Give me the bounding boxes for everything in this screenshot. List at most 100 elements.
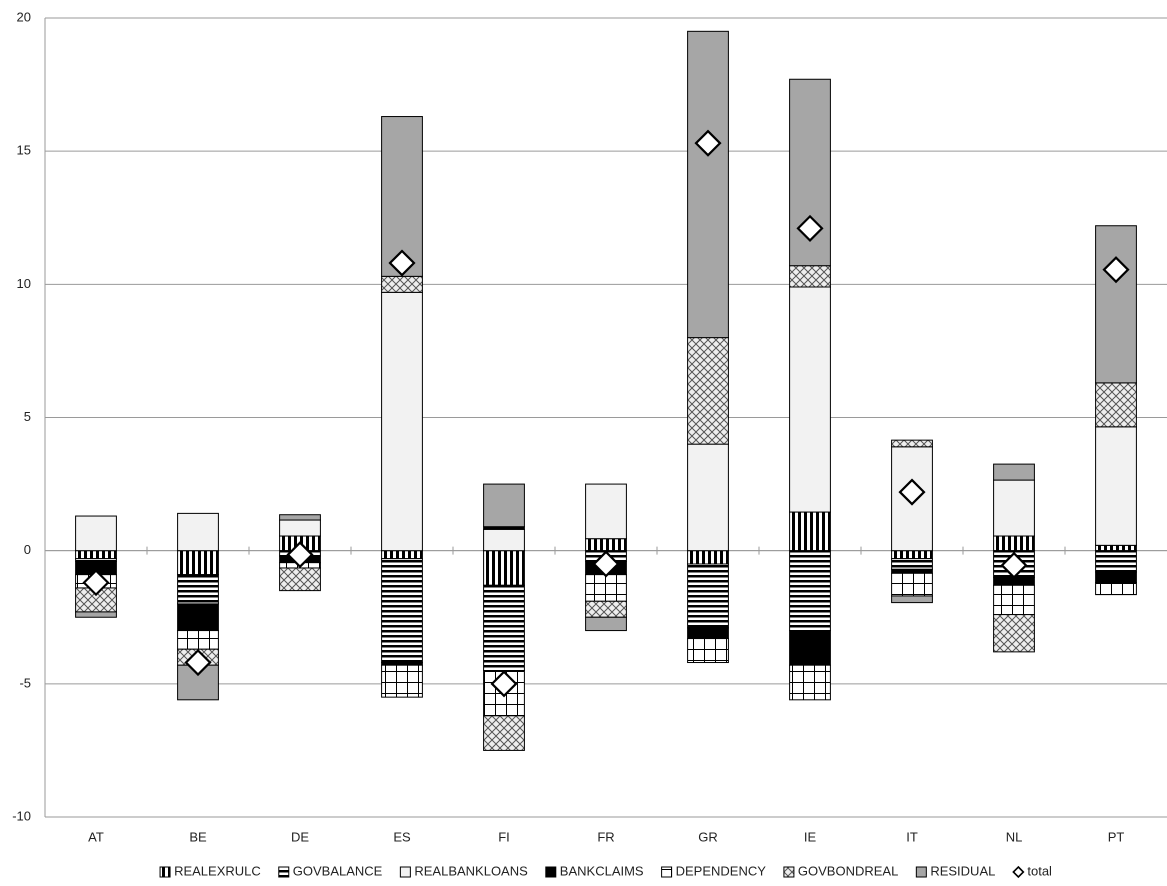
legend-label: REALEXRULC	[174, 863, 261, 878]
bar-segment	[1095, 225, 1137, 384]
bar-segment	[993, 479, 1035, 537]
total-marker	[592, 550, 620, 578]
legend-swatch	[278, 866, 290, 878]
x-tick-label: IT	[906, 829, 918, 844]
bar-segment	[687, 337, 729, 445]
x-tick-label: GR	[698, 829, 718, 844]
legend-swatch	[661, 866, 673, 878]
x-tick-label: ES	[393, 829, 411, 844]
total-marker	[898, 478, 926, 506]
bar-segment	[381, 664, 423, 698]
legend-label: GOVBONDREAL	[798, 863, 898, 878]
legend-swatch	[399, 866, 411, 878]
bar-segment	[687, 638, 729, 664]
x-tick-label: PT	[1108, 829, 1125, 844]
total-marker	[184, 648, 212, 677]
x-tick-label: BE	[189, 829, 207, 844]
y-tick-label: -10	[12, 808, 31, 823]
bar-segment	[381, 291, 423, 552]
bar-segment	[279, 519, 321, 537]
bar-segment	[483, 528, 525, 552]
bar-segment	[177, 550, 219, 576]
bar-segment	[687, 627, 729, 640]
legend-label: DEPENDENCY	[676, 863, 767, 878]
total-marker	[82, 569, 110, 597]
bar-segment	[789, 286, 831, 513]
x-tick-label: IE	[804, 829, 817, 844]
x-tick-label: FI	[498, 829, 510, 844]
y-tick-label: 10	[17, 276, 31, 291]
bar-segment	[177, 603, 219, 632]
bar-segment	[1095, 544, 1137, 552]
bar-segment	[789, 550, 831, 632]
total-marker	[796, 214, 824, 242]
legend-swatch	[159, 866, 171, 878]
y-tick-label: -5	[19, 675, 31, 690]
bar-segment	[1095, 382, 1137, 428]
total-marker	[1102, 256, 1130, 284]
bar-segment	[279, 567, 321, 592]
bar-segment	[483, 550, 525, 586]
bar-segment	[177, 512, 219, 552]
bar-segment	[993, 463, 1035, 481]
bar-segment	[75, 550, 117, 560]
bar-segment	[891, 439, 933, 448]
bar-segment	[993, 614, 1035, 653]
x-tick-label: AT	[88, 829, 104, 844]
x-tick-label: NL	[1006, 829, 1023, 844]
bar-segment	[789, 630, 831, 666]
bar-segment	[177, 574, 219, 605]
bar-segment	[993, 535, 1035, 552]
bar-segment	[993, 584, 1035, 616]
bar-segment	[891, 568, 933, 574]
y-tick-label: 5	[24, 409, 31, 424]
bar-segment	[279, 514, 321, 521]
legend-label: BANKCLAIMS	[560, 863, 644, 878]
bar-segment	[381, 550, 423, 560]
total-marker	[388, 249, 416, 277]
bar-segment	[177, 630, 219, 650]
legend-label: REALBANKLOANS	[414, 863, 528, 878]
bar-segment	[789, 265, 831, 288]
bar-segment	[585, 483, 627, 540]
bar-segment	[1095, 582, 1137, 596]
legend-label: GOVBALANCE	[293, 863, 383, 878]
legend-swatch	[1012, 865, 1025, 879]
total-marker	[694, 129, 722, 157]
bar-segment	[687, 443, 729, 552]
y-tick-label: 0	[24, 542, 31, 557]
legend-label: total	[1027, 863, 1052, 878]
total-marker	[490, 670, 518, 698]
bar-segment	[687, 550, 729, 565]
bar-segment	[891, 550, 933, 560]
bar-segment	[1095, 571, 1137, 584]
total-marker	[1000, 551, 1028, 579]
bar-segment	[789, 664, 831, 701]
bar-segment	[891, 595, 933, 604]
bar-segment	[789, 511, 831, 552]
x-tick-label: DE	[291, 829, 309, 844]
legend-swatch	[783, 866, 795, 878]
bar-segment	[381, 558, 423, 664]
bar-segment	[891, 558, 933, 570]
bar-segment	[483, 584, 525, 672]
bar-segment	[75, 611, 117, 618]
legend-label: RESIDUAL	[930, 863, 995, 878]
x-tick-label: FR	[597, 829, 614, 844]
bar-segment	[585, 538, 627, 552]
bar-segment	[1095, 550, 1137, 573]
bar-segment	[483, 715, 525, 751]
bar-segment	[687, 563, 729, 629]
legend-swatch	[545, 866, 557, 878]
y-tick-label: 20	[17, 9, 31, 24]
bar-segment	[891, 572, 933, 597]
bar-segment	[75, 515, 117, 552]
bar-segment	[483, 483, 525, 528]
bar-segment	[1095, 426, 1137, 546]
y-tick-label: 15	[17, 143, 31, 158]
legend-swatch	[915, 866, 927, 878]
bar-segment	[687, 30, 729, 339]
bar-segment	[585, 600, 627, 618]
